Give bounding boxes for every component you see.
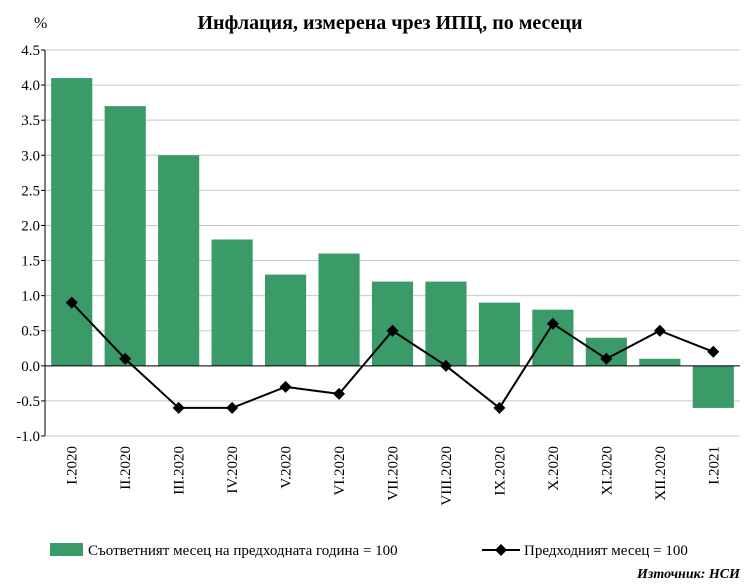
legend-diamond-marker bbox=[495, 544, 507, 556]
bar-series bbox=[51, 78, 734, 408]
bar-I.2021 bbox=[692, 365, 734, 408]
line-point-VII.2020 bbox=[386, 324, 399, 337]
gridlines bbox=[45, 49, 740, 437]
y-axis-tick-labels: 4.5 4.0 3.5 3.0 2.5 2.0 1.5 1.0 0.5 0.0 -0.5 -1.0 bbox=[16, 43, 40, 445]
line-point-X.2020 bbox=[546, 317, 559, 330]
line-point-I.2020 bbox=[65, 296, 78, 309]
y-tick-label: 2.0 bbox=[21, 218, 40, 234]
source-note: Източник: НСИ bbox=[636, 567, 741, 582]
line-point-IX.2020 bbox=[493, 401, 506, 414]
legend-label-bar: Съответният месец на предходната година … bbox=[88, 543, 398, 559]
x-tick-label: II.2020 bbox=[118, 446, 134, 490]
y-tick-label: 2.5 bbox=[21, 183, 40, 199]
x-tick-label: XII.2020 bbox=[653, 446, 669, 501]
x-tick-label: VI.2020 bbox=[332, 446, 348, 496]
legend: Съответният месец на предходната година … bbox=[50, 543, 688, 559]
line-point-IV.2020 bbox=[226, 401, 239, 414]
y-tick-label: 4.5 bbox=[21, 43, 40, 59]
x-tick-label: I.2020 bbox=[65, 446, 81, 485]
x-tick-label: III.2020 bbox=[172, 446, 188, 495]
line-point-I.2021 bbox=[707, 345, 720, 358]
y-unit-label: % bbox=[34, 15, 47, 32]
x-tick-label: VII.2020 bbox=[386, 446, 402, 501]
x-tick-label: XI.2020 bbox=[599, 446, 615, 496]
bar-VIII.2020 bbox=[425, 281, 467, 366]
bar-I.2020 bbox=[51, 78, 93, 366]
x-tick-label: IV.2020 bbox=[225, 446, 241, 494]
y-tick-label: 3.0 bbox=[21, 148, 40, 164]
axes bbox=[41, 49, 740, 437]
y-tick-label: -1.0 bbox=[16, 429, 40, 445]
line-point-II.2020 bbox=[119, 352, 132, 365]
x-tick-label: I.2021 bbox=[706, 446, 722, 485]
bar-IV.2020 bbox=[211, 239, 253, 366]
line-point-VI.2020 bbox=[333, 387, 346, 400]
bar-VII.2020 bbox=[371, 281, 414, 366]
y-tick-label: 1.5 bbox=[21, 254, 40, 270]
line-point-III.2020 bbox=[172, 401, 185, 414]
bar-VI.2020 bbox=[318, 253, 360, 366]
y-tick-label: 0.0 bbox=[21, 359, 40, 375]
y-tick-label: -0.5 bbox=[16, 394, 40, 410]
y-tick-label: 1.0 bbox=[21, 289, 40, 305]
chart-title: Инфлация, измерена чрез ИПЦ, по месеци bbox=[197, 12, 582, 34]
bar-III.2020 bbox=[158, 155, 200, 366]
bar-V.2020 bbox=[264, 274, 307, 366]
y-tick-label: 3.5 bbox=[21, 113, 40, 129]
y-tick-label: 0.5 bbox=[21, 324, 40, 340]
y-tick-label: 4.0 bbox=[21, 78, 40, 94]
bar-II.2020 bbox=[104, 106, 146, 366]
x-axis-tick-labels: I.2020 II.2020 III.2020 IV.2020 V.2020 VI.202… bbox=[65, 446, 723, 506]
legend-swatch-bar bbox=[50, 543, 83, 556]
line-series bbox=[65, 296, 720, 414]
line-point-V.2020 bbox=[279, 380, 292, 393]
line-point-XI.2020 bbox=[600, 352, 613, 365]
bar-IX.2020 bbox=[478, 302, 521, 366]
legend-label-line: Предходният месец = 100 bbox=[524, 543, 688, 559]
x-tick-label: IX.2020 bbox=[492, 446, 508, 496]
x-tick-label: V.2020 bbox=[279, 446, 295, 489]
x-tick-label: X.2020 bbox=[546, 446, 562, 491]
x-tick-label: VIII.2020 bbox=[439, 446, 455, 506]
line-point-XII.2020 bbox=[653, 324, 666, 337]
bar-XII.2020 bbox=[639, 358, 681, 366]
